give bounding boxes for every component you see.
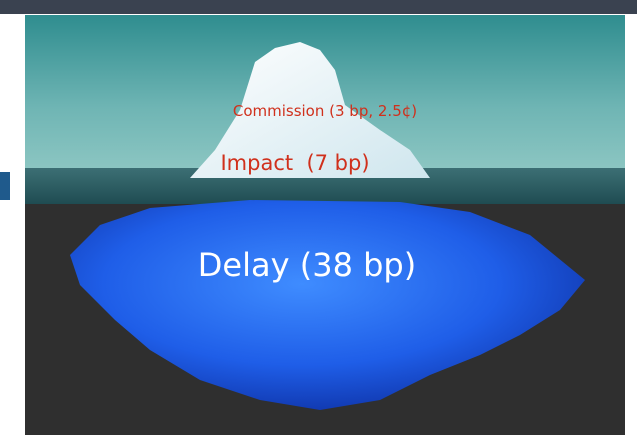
left-strip: [0, 172, 10, 200]
top-strip: [0, 0, 637, 14]
delay-label: Delay (38 bp): [198, 246, 416, 284]
commission-label: Commission (3 bp, 2.5¢): [233, 102, 417, 120]
iceberg-underwater: [70, 200, 585, 410]
impact-label: Impact (7 bp): [220, 151, 369, 175]
iceberg-tip: [190, 42, 430, 178]
